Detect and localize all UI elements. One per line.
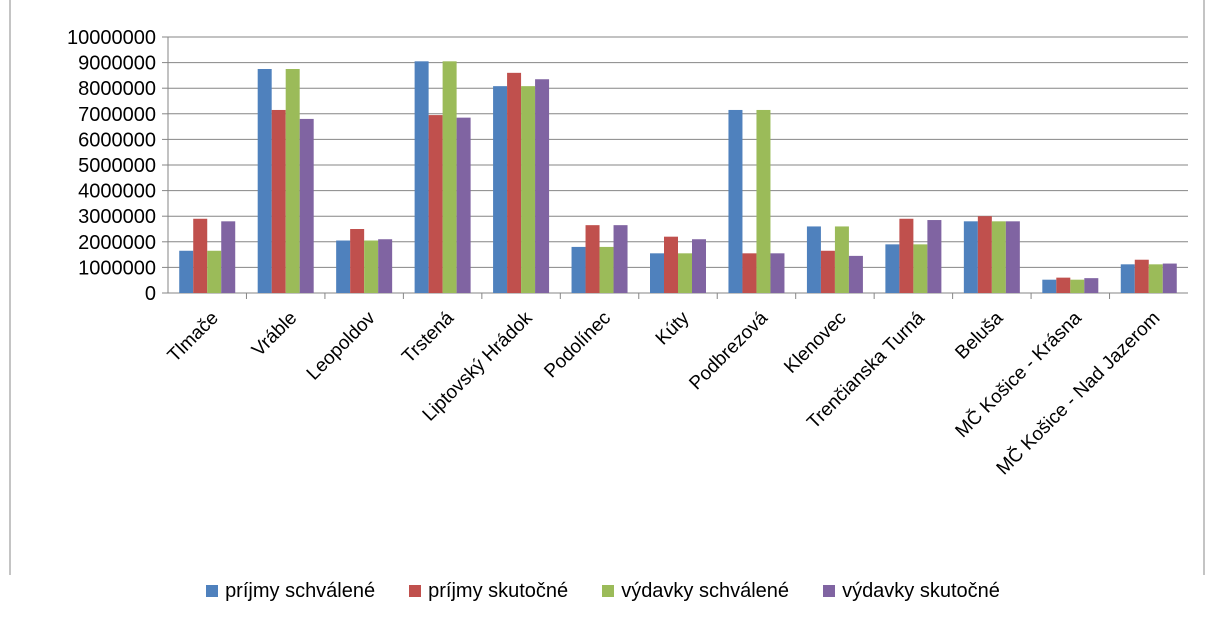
category-label: Beluša xyxy=(951,307,1007,363)
bar-chart: 0 1000000 2000000 3000000 4000000 5000000 6000… xyxy=(9,0,1205,575)
bar-1-4 xyxy=(414,61,429,293)
bar-4-12 xyxy=(1084,278,1099,293)
category-label: Klenovec xyxy=(780,308,850,378)
category-label: Leopoldov xyxy=(303,307,380,384)
bar-2-10 xyxy=(899,218,914,293)
gridlines xyxy=(168,36,1188,268)
bar-4-8 xyxy=(770,253,785,293)
bar-4-9 xyxy=(848,255,863,293)
category-label: Podbrezová xyxy=(685,307,772,394)
legend-label: výdavky skutočné xyxy=(842,579,1000,602)
legend-item-3: výdavky schválené xyxy=(602,580,789,603)
bar-3-4 xyxy=(442,61,457,293)
bar-2-3 xyxy=(350,229,365,293)
y-tick-label: 4000000 xyxy=(78,181,156,203)
y-tick-label: 2000000 xyxy=(78,232,156,254)
bar-2-13 xyxy=(1134,259,1149,293)
y-tick-label: 0 xyxy=(145,283,156,305)
y-tick-label: 9000000 xyxy=(78,53,156,75)
y-tick-label: 8000000 xyxy=(78,78,156,100)
bar-3-3 xyxy=(364,240,379,293)
legend-swatch xyxy=(602,585,615,597)
bar-4-6 xyxy=(613,225,628,293)
bar-4-7 xyxy=(692,239,706,293)
bar-2-9 xyxy=(820,250,835,293)
bar-1-7 xyxy=(650,253,664,293)
bar-1-13 xyxy=(1120,264,1135,293)
y-tick-label: 3000000 xyxy=(78,206,156,228)
bar-1-2 xyxy=(257,69,272,293)
bar-1-6 xyxy=(571,246,586,293)
bar-2-5 xyxy=(507,72,522,293)
category-label: Trstená xyxy=(398,307,458,367)
legend-swatch xyxy=(409,585,422,597)
bar-2-7 xyxy=(664,236,678,293)
bar-3-9 xyxy=(834,226,849,293)
bar-2-11 xyxy=(977,216,992,293)
bar-3-12 xyxy=(1070,279,1085,293)
legend-label: výdavky schválené xyxy=(621,579,790,602)
bar-3-8 xyxy=(756,109,771,294)
legend-item-2: príjmy skutočné xyxy=(409,580,568,603)
bar-1-3 xyxy=(336,240,351,293)
bar-2-6 xyxy=(585,225,600,293)
bar-1-11 xyxy=(963,221,978,293)
category-label: Kúty xyxy=(652,307,694,349)
legend-swatch xyxy=(823,585,836,597)
bar-1-10 xyxy=(885,244,900,293)
bar-3-13 xyxy=(1148,264,1163,293)
bar-2-12 xyxy=(1056,277,1071,293)
y-tick-label: 6000000 xyxy=(78,129,156,151)
bar-3-7 xyxy=(678,253,692,293)
y-tick-label: 5000000 xyxy=(78,155,156,177)
y-tick-label: 1000000 xyxy=(78,257,156,279)
y-tick-label: 7000000 xyxy=(78,104,156,126)
category-label: Vráble xyxy=(248,308,301,361)
bar-4-10 xyxy=(927,220,942,293)
legend-swatch xyxy=(206,585,219,597)
bar-1-1 xyxy=(179,250,194,293)
legend: príjmy schválené príjmy skutočné výdavky s… xyxy=(0,575,1206,607)
bar-1-5 xyxy=(493,86,508,293)
legend-label: príjmy schválené xyxy=(225,579,376,602)
bar-2-2 xyxy=(271,109,286,294)
bars xyxy=(179,61,1177,294)
y-tick-label: 10000000 xyxy=(67,27,156,49)
bar-3-10 xyxy=(913,244,928,293)
bar-3-2 xyxy=(285,69,300,293)
category-label: Podolínec xyxy=(540,308,615,383)
bar-4-1 xyxy=(221,221,236,293)
legend-item-1: príjmy schválené xyxy=(206,580,375,603)
legend-item-4: výdavky skutočné xyxy=(823,580,1000,603)
category-label: MČ Košice - Krásna xyxy=(951,307,1086,442)
bar-3-5 xyxy=(521,86,536,293)
bar-4-2 xyxy=(299,118,314,293)
category-label: Tlmače xyxy=(164,308,223,367)
bar-2-8 xyxy=(742,253,757,293)
bar-2-1 xyxy=(193,218,208,293)
bar-1-12 xyxy=(1042,279,1057,293)
bar-2-4 xyxy=(428,115,443,293)
bar-1-9 xyxy=(806,226,821,293)
bar-4-4 xyxy=(456,117,471,293)
bar-3-1 xyxy=(207,250,222,293)
bar-4-13 xyxy=(1162,263,1177,293)
legend-label: príjmy skutočné xyxy=(428,579,569,602)
bar-3-6 xyxy=(599,246,614,293)
bar-3-11 xyxy=(991,221,1006,293)
bar-1-8 xyxy=(728,109,743,294)
bar-4-3 xyxy=(378,239,393,293)
bar-4-11 xyxy=(1005,221,1020,293)
category-label: MČ Košice - Nad Jazerom xyxy=(992,307,1164,479)
y-tick-labels: 0 1000000 2000000 3000000 4000000 5000000 6000… xyxy=(67,27,156,305)
bar-4-5 xyxy=(535,79,550,294)
